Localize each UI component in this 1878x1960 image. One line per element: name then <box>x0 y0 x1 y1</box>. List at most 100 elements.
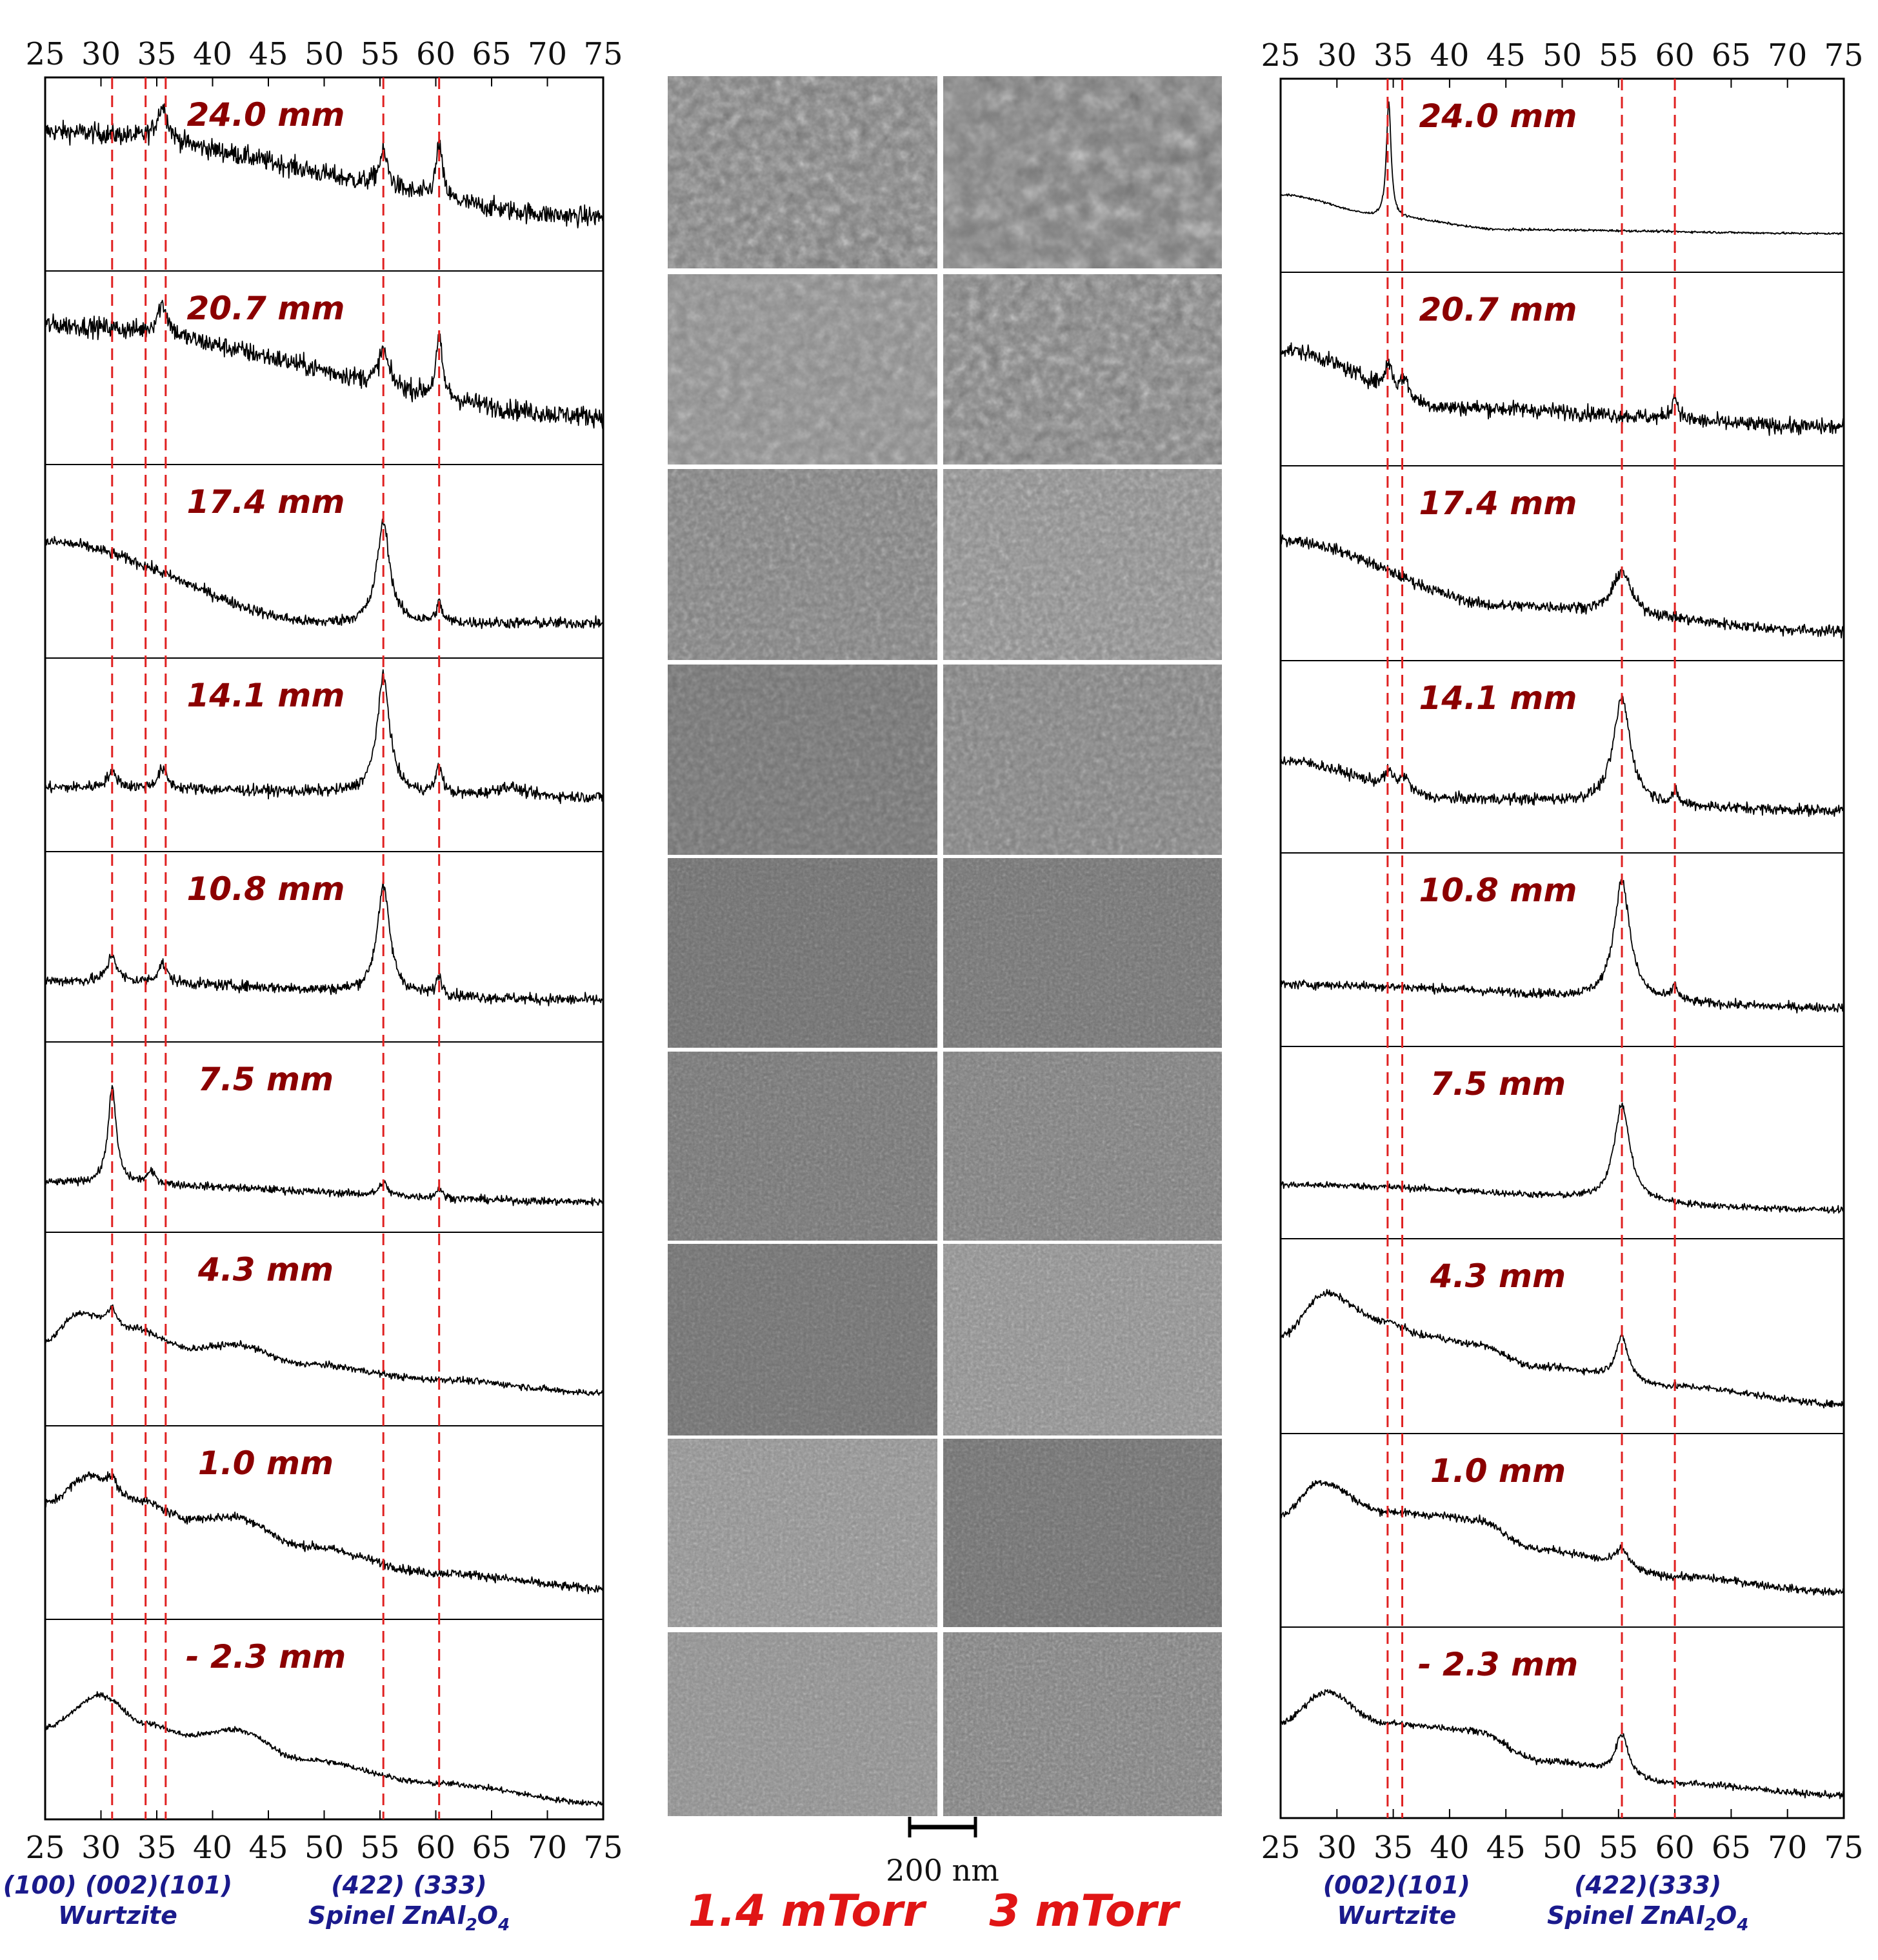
xrd-panel-left: 25 30 35 40 45 50 55 60 65 70 75 25 30 3… <box>3 36 623 1935</box>
tick-label: 45 <box>1486 1830 1526 1866</box>
top-axis-ticks-left: 25 30 35 40 45 50 55 60 65 70 75 <box>25 36 623 72</box>
bottom-axis-ticks-right: 25 30 35 40 45 50 55 60 65 70 75 <box>1261 1830 1863 1866</box>
distance-label: 10.8 mm <box>1419 872 1577 909</box>
panel-frame <box>44 76 604 1821</box>
sem-micrograph-texture <box>668 858 937 1048</box>
tick-label: 30 <box>1317 1830 1357 1866</box>
spinel-formula-subscript: 2 <box>466 1915 477 1935</box>
tick-label: 75 <box>1824 37 1863 74</box>
xrd-panel-right: 25 30 35 40 45 50 55 60 65 70 75 25 30 3… <box>1261 37 1863 1935</box>
tick-label: 45 <box>248 36 288 72</box>
xrd-trace <box>45 103 604 229</box>
tick-label: 60 <box>1655 37 1695 74</box>
xrd-trace <box>1280 534 1844 639</box>
distance-label: 24.0 mm <box>187 96 345 134</box>
tick-label: 25 <box>1261 1830 1300 1866</box>
tick-label: 55 <box>1599 1830 1638 1866</box>
sem-micrograph-texture <box>668 1439 937 1627</box>
condition-label-1-4-mtorr: 1.4 mTorr <box>688 1886 928 1937</box>
tick-label: 65 <box>1712 1830 1751 1866</box>
sem-micrograph-texture <box>943 274 1222 465</box>
xrd-trace <box>1280 1288 1844 1409</box>
sem-micrograph-grid <box>668 76 1222 1816</box>
tick-label: 45 <box>248 1830 288 1866</box>
panel-frame <box>1279 77 1845 1819</box>
tick-label: 70 <box>528 36 567 72</box>
sem-micrograph-texture <box>668 1052 937 1241</box>
sem-micrograph-texture <box>943 665 1222 855</box>
wurtzite-hkl-label: (002)(101) <box>1323 1871 1470 1899</box>
sem-micrograph-texture <box>668 274 937 465</box>
tick-label: 45 <box>1486 37 1526 74</box>
distance-label: 17.4 mm <box>187 483 345 521</box>
spinel-formula-oxygen: O <box>1716 1901 1737 1930</box>
sem-micrograph-texture <box>668 76 937 268</box>
xrd-trace <box>1280 1102 1844 1214</box>
tick-label: 60 <box>416 1830 455 1866</box>
sem-micrograph-texture <box>943 1439 1222 1627</box>
tick-label: 40 <box>193 36 232 72</box>
spinel-formula-prefix: Spinel ZnAl <box>308 1901 466 1930</box>
xrd-trace <box>45 880 604 1006</box>
tick-label: 60 <box>416 36 455 72</box>
spinel-hkl-label: (422)(333) <box>1574 1871 1721 1899</box>
tick-label: 60 <box>1655 1830 1695 1866</box>
distance-label: 17.4 mm <box>1419 485 1577 522</box>
distance-label: 1.0 mm <box>198 1445 334 1482</box>
tick-label: 25 <box>1261 37 1300 74</box>
tick-label: 50 <box>1543 1830 1582 1866</box>
xrd-trace <box>1280 101 1844 235</box>
spinel-hkl-label: (422) (333) <box>331 1871 486 1899</box>
distance-label: - 2.3 mm <box>186 1638 346 1675</box>
distance-label: 14.1 mm <box>1419 679 1577 717</box>
xrd-trace <box>1280 342 1844 436</box>
spinel-formula-subscript: 4 <box>497 1915 510 1935</box>
sem-micrograph-texture <box>668 665 937 855</box>
sem-micrograph-texture <box>943 76 1222 268</box>
scale-bar-label: 200 nm <box>886 1853 999 1888</box>
tick-label: 30 <box>81 36 121 72</box>
distance-label: 14.1 mm <box>187 677 345 714</box>
tick-label: 70 <box>528 1830 567 1866</box>
spinel-label: Spinel ZnAl2O4 <box>308 1901 510 1935</box>
scale-bar-group: 200 nm <box>886 1817 999 1888</box>
tick-label: 25 <box>25 36 65 72</box>
distance-label: - 2.3 mm <box>1418 1646 1578 1683</box>
tick-label: 55 <box>360 36 399 72</box>
xrd-trace <box>45 1304 604 1396</box>
sem-micrograph-texture <box>943 858 1222 1048</box>
xrd-trace <box>45 1085 604 1206</box>
distance-label: 10.8 mm <box>187 870 345 908</box>
distance-label: 20.7 mm <box>187 290 345 327</box>
tick-label: 25 <box>25 1830 65 1866</box>
xrd-trace <box>45 1691 604 1807</box>
tick-label: 35 <box>137 36 176 72</box>
condition-label-3-mtorr: 3 mTorr <box>989 1886 1181 1937</box>
tick-label: 75 <box>1824 1830 1863 1866</box>
tick-label: 70 <box>1768 1830 1807 1866</box>
tick-label: 35 <box>1374 1830 1413 1866</box>
tick-label: 75 <box>583 1830 623 1866</box>
sem-micrograph-texture <box>668 469 937 660</box>
xrd-trace <box>45 1471 604 1594</box>
xrd-trace <box>45 518 604 630</box>
tick-label: 55 <box>1599 37 1638 74</box>
tick-label: 55 <box>360 1830 399 1866</box>
peak-labels-left: (100) (002)(101) Wurtzite (422) (333) Sp… <box>3 1871 510 1935</box>
bottom-axis-ticks-left: 25 30 35 40 45 50 55 60 65 70 75 <box>25 1830 623 1866</box>
tick-label: 35 <box>1374 37 1413 74</box>
tick-label: 70 <box>1768 37 1807 74</box>
tick-label: 40 <box>1430 1830 1469 1866</box>
sem-micrograph-texture <box>943 469 1222 660</box>
tick-label: 65 <box>472 36 511 72</box>
spinel-formula-oxygen: O <box>477 1901 498 1930</box>
xrd-trace <box>45 299 604 429</box>
xrd-trace <box>1280 1689 1844 1799</box>
spinel-formula-subscript: 2 <box>1704 1915 1716 1935</box>
top-axis-ticks-right: 25 30 35 40 45 50 55 60 65 70 75 <box>1261 37 1863 74</box>
wurtzite-label: Wurtzite <box>58 1901 177 1930</box>
distance-label: 4.3 mm <box>1430 1257 1566 1295</box>
distance-labels-left: 24.0 mm 20.7 mm 17.4 mm 14.1 mm 10.8 mm … <box>186 96 346 1675</box>
sem-micrograph-texture <box>943 1244 1222 1435</box>
